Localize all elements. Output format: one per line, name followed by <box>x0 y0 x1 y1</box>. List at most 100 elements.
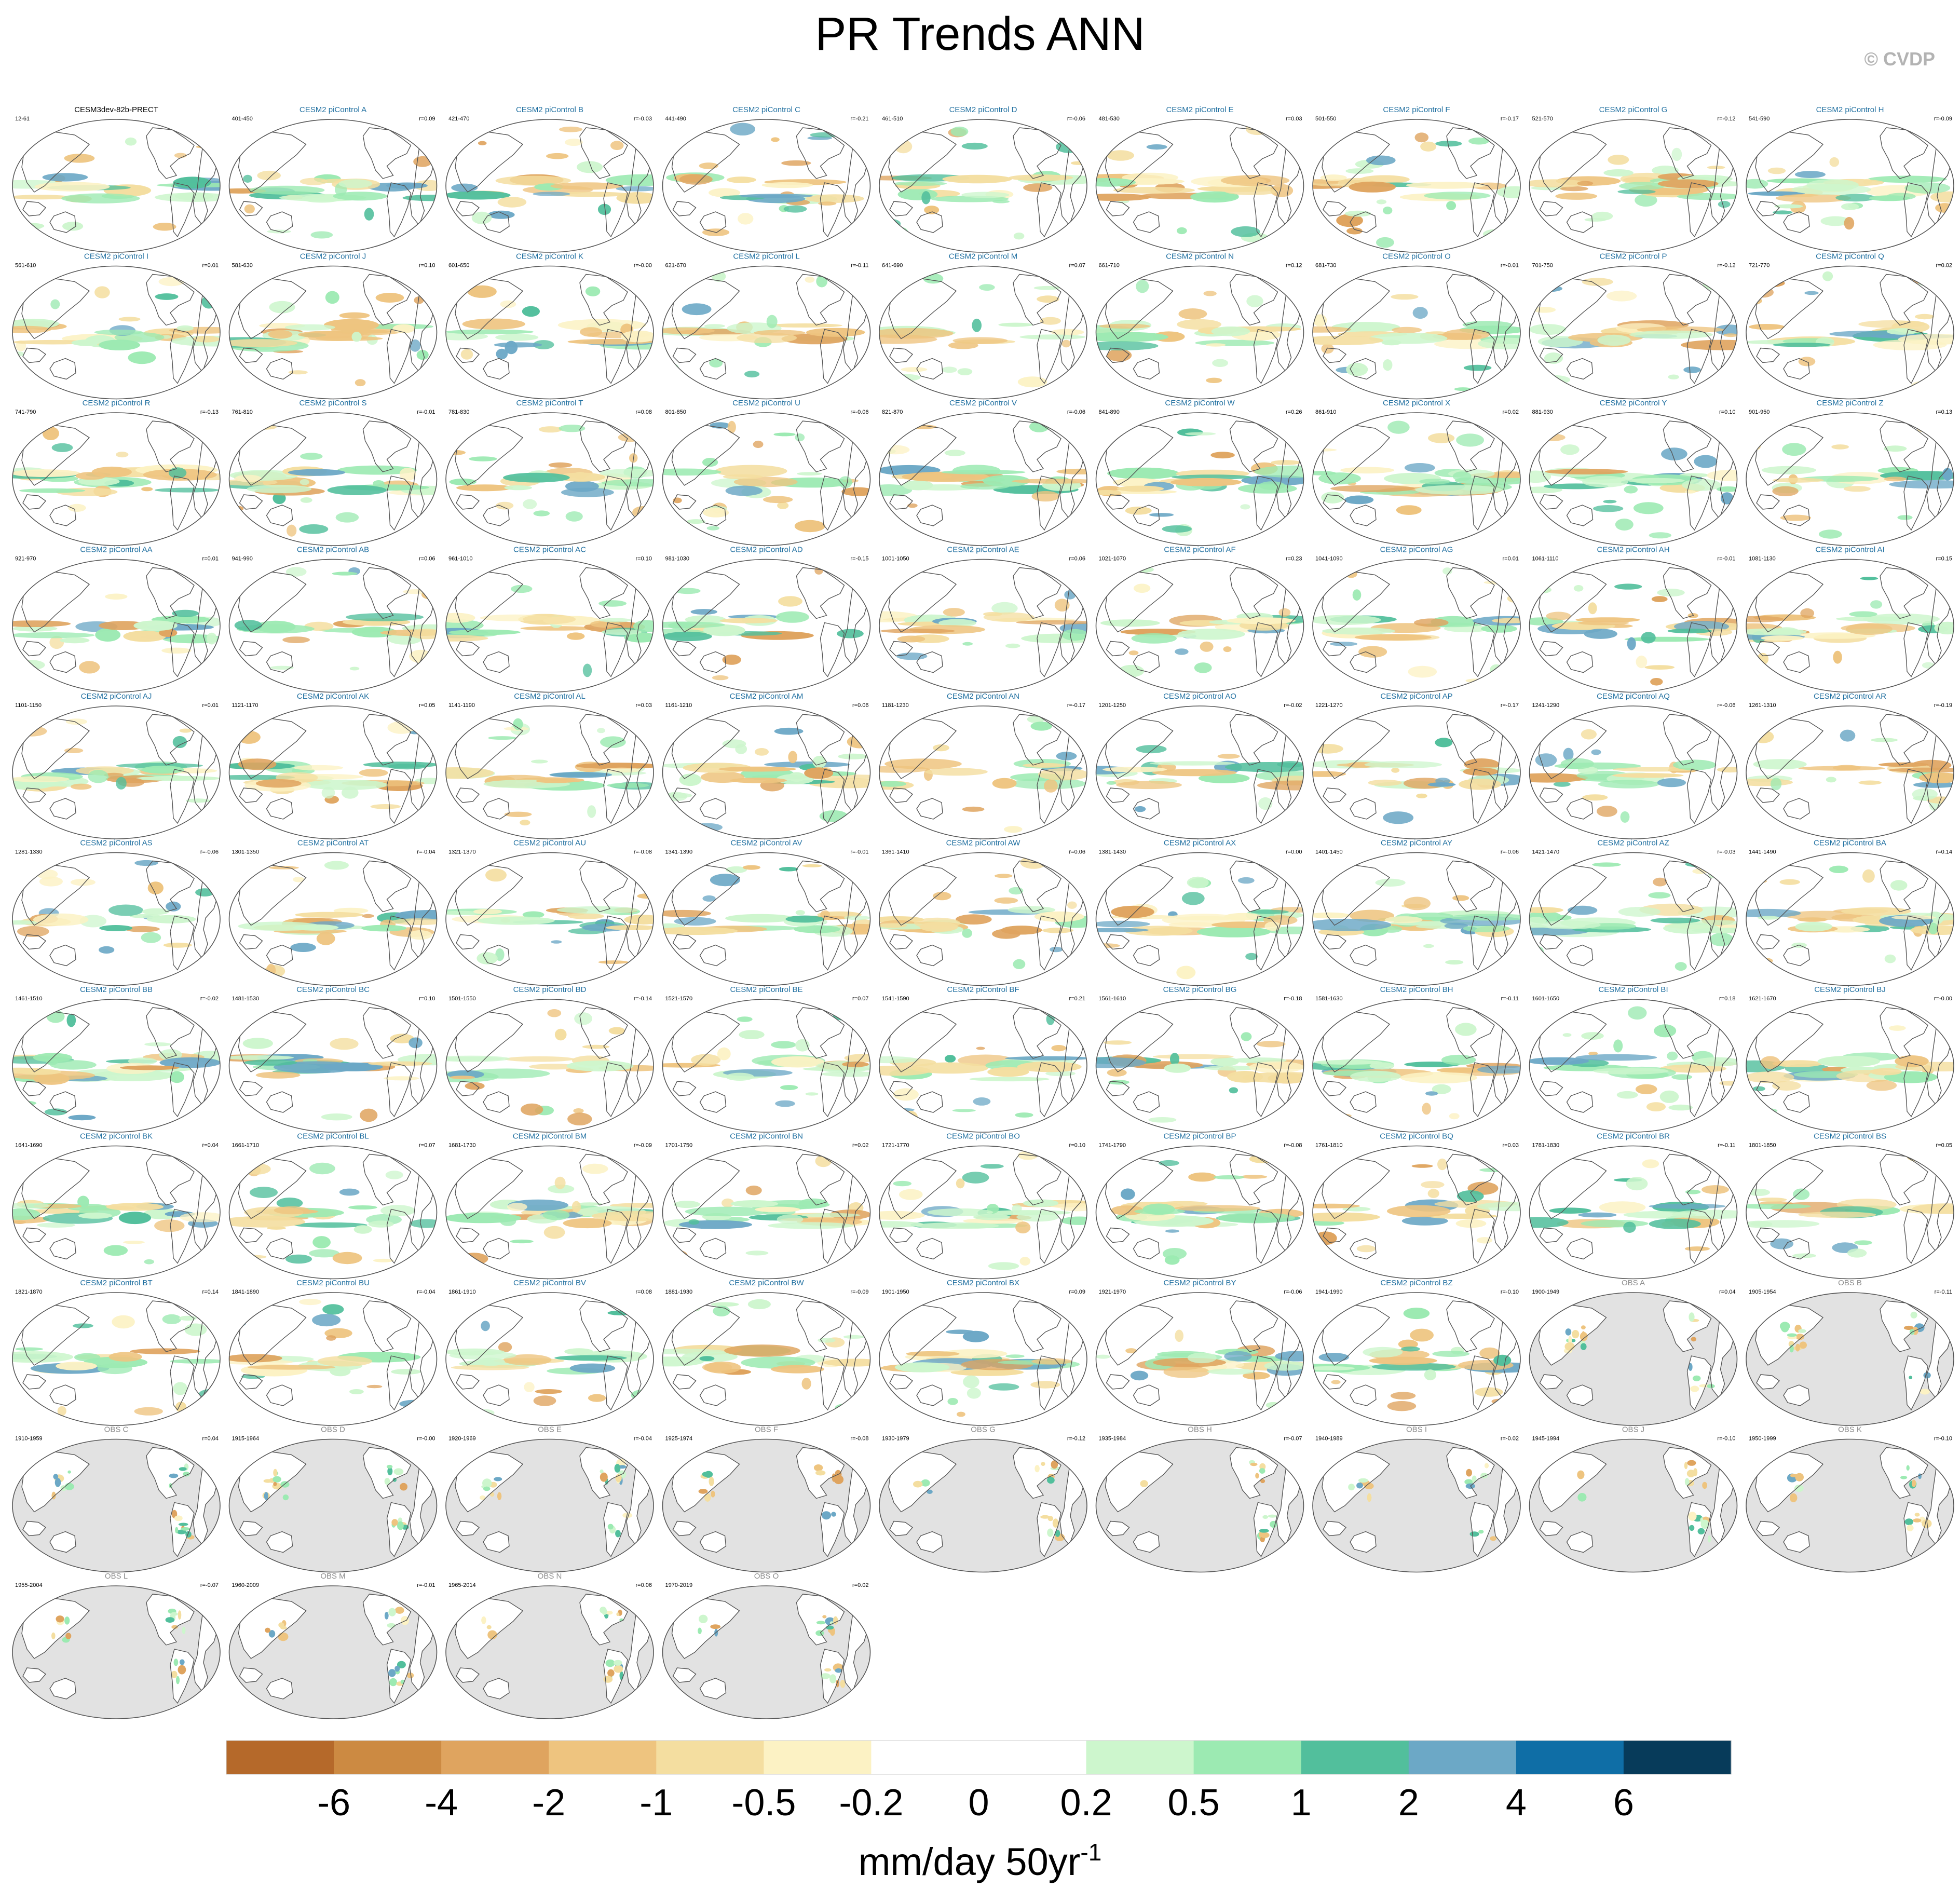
panel-title: CESM2 piControl BV <box>513 1279 586 1287</box>
panel-title: CESM2 piControl AN <box>947 692 1019 701</box>
panel-title: CESM2 piControl AF <box>1164 546 1235 554</box>
wet-trend-patch <box>1100 619 1160 627</box>
panel-years: 1581-1630 <box>1315 996 1343 1002</box>
wet-trend-patch <box>393 1468 404 1475</box>
dry-trend-patch <box>710 1624 721 1629</box>
map-field <box>1529 266 1737 399</box>
map-field <box>879 706 1087 839</box>
coastline <box>22 1667 47 1683</box>
colorbar-tick-label: -0.5 <box>731 1782 796 1824</box>
coastline <box>1663 714 1712 766</box>
panel-title: CESM2 piControl BG <box>1163 985 1237 994</box>
globe-outline <box>1746 852 1954 986</box>
dry-trend-patch <box>1177 319 1221 330</box>
panel-title: CESM2 piControl F <box>1383 105 1450 114</box>
dry-trend-patch <box>943 608 965 617</box>
dry-trend-patch <box>130 1348 200 1354</box>
dry-trend-patch <box>533 1395 556 1406</box>
wet-trend-patch <box>597 728 605 733</box>
panel-correlation: r=-0.01 <box>1501 263 1519 269</box>
wet-trend-patch <box>1716 486 1737 492</box>
coastline <box>1538 1304 1607 1366</box>
coastline <box>672 641 697 657</box>
dry-trend-patch <box>607 1669 615 1677</box>
map-field <box>662 559 870 692</box>
wet-trend-patch <box>1464 1479 1473 1485</box>
globe-outline <box>662 852 871 986</box>
globe-outline <box>1095 999 1304 1133</box>
wet-trend-patch <box>1617 189 1656 194</box>
panel-correlation: r=-0.14 <box>634 996 652 1002</box>
wet-trend-patch <box>1641 632 1656 644</box>
coastline <box>889 641 914 657</box>
wet-trend-patch <box>739 1030 765 1039</box>
panel-title: CESM2 piControl AL <box>514 692 586 701</box>
coastline <box>455 1451 524 1513</box>
panel-correlation: r=-0.17 <box>1501 116 1519 122</box>
coastline <box>1105 1011 1174 1072</box>
dry-trend-patch <box>1313 1212 1380 1222</box>
globe-outline <box>662 705 871 839</box>
dry-trend-patch <box>1227 617 1296 624</box>
wet-trend-patch <box>725 914 795 923</box>
dry-trend-patch <box>1841 907 1912 916</box>
coastline <box>1880 1007 1928 1059</box>
panel-correlation: r=-0.01 <box>417 409 435 415</box>
wet-trend-patch <box>1259 1529 1269 1533</box>
colorbar-unit-label: mm/day 50yr-1 <box>859 1839 1102 1883</box>
dry-trend-patch <box>1684 1246 1710 1252</box>
dry-trend-patch <box>1577 181 1594 186</box>
dry-trend-patch <box>805 276 815 283</box>
land-area <box>700 1678 726 1699</box>
wet-trend-patch <box>1015 1112 1033 1118</box>
wet-trend-patch <box>1822 271 1833 281</box>
wet-trend-patch <box>1172 474 1252 480</box>
coastline <box>170 769 195 824</box>
dry-trend-patch <box>1340 467 1395 474</box>
map-field <box>1313 999 1520 1132</box>
dry-trend-patch <box>273 1482 277 1486</box>
dry-trend-patch <box>1779 879 1800 885</box>
globe-outline <box>662 1438 871 1573</box>
wet-trend-patch <box>12 632 95 638</box>
dry-trend-patch <box>274 1206 310 1215</box>
wet-trend-patch <box>893 181 947 186</box>
map-field <box>446 999 654 1132</box>
wet-trend-patch <box>1217 1213 1295 1224</box>
coastline <box>1322 718 1391 779</box>
coastline <box>796 1153 845 1206</box>
wet-trend-patch <box>1618 907 1661 917</box>
dry-trend-patch <box>408 930 432 940</box>
coastline <box>1783 211 1810 233</box>
coastline <box>820 329 845 384</box>
coastline <box>916 358 943 380</box>
wet-trend-patch <box>179 1659 185 1665</box>
dry-trend-patch <box>1690 1385 1699 1392</box>
dry-trend-patch <box>1313 326 1352 333</box>
dry-trend-patch <box>1125 506 1152 515</box>
map-field <box>229 266 437 399</box>
wet-trend-patch <box>1170 1053 1179 1066</box>
dry-trend-patch <box>1255 1473 1259 1479</box>
dry-trend-patch <box>771 1365 824 1374</box>
wet-trend-patch <box>1047 1528 1054 1537</box>
coastline <box>483 1238 510 1260</box>
coastline <box>1229 1007 1278 1059</box>
wet-trend-patch <box>879 1056 919 1064</box>
coastline <box>1538 1158 1607 1219</box>
wet-trend-patch <box>169 1071 184 1083</box>
globe-outline <box>228 1585 438 1719</box>
dry-trend-patch <box>1898 334 1954 345</box>
panel-title: CESM2 piControl AB <box>297 546 369 554</box>
wet-trend-patch <box>776 774 814 784</box>
coastline <box>579 1594 628 1646</box>
dry-trend-patch <box>1790 1474 1798 1477</box>
wet-trend-patch <box>702 895 716 902</box>
wet-trend-patch <box>945 1055 956 1063</box>
colorbar-swatch <box>764 1741 872 1774</box>
map-field <box>1746 852 1954 986</box>
coastline <box>49 505 76 526</box>
globe-outline <box>228 119 438 253</box>
